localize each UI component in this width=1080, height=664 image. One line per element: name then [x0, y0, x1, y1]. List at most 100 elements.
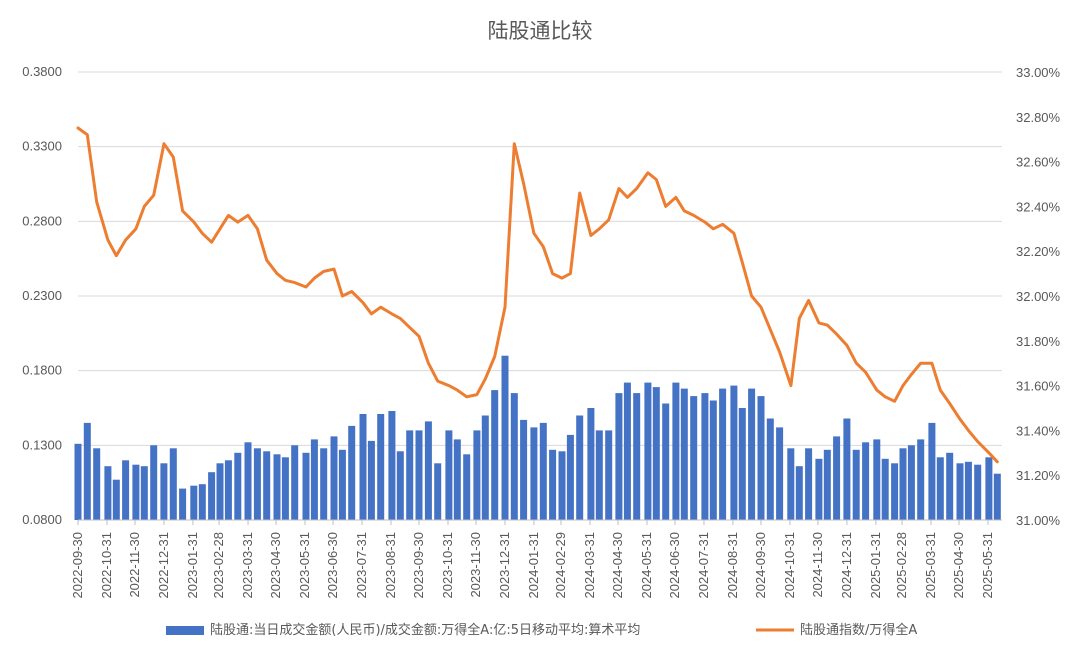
- bar: [406, 430, 414, 520]
- bar: [169, 448, 177, 520]
- bar: [348, 425, 356, 520]
- bar: [530, 427, 538, 520]
- bar: [179, 488, 187, 520]
- bar: [453, 439, 461, 520]
- x-axis-tick-label: 2022-10-31: [99, 532, 114, 599]
- bar: [520, 419, 528, 520]
- x-axis-tick-label: 2023-01-31: [185, 532, 200, 599]
- legend: 陆股通:当日成交金额(人民币)/成交金额:万得全A:亿:5日移动平均:算术平均 陆…: [166, 622, 917, 638]
- x-axis-tick-label: 2024-09-30: [753, 532, 768, 599]
- bar: [748, 388, 756, 520]
- bar: [862, 442, 870, 520]
- bar: [917, 439, 925, 520]
- bar: [122, 460, 130, 520]
- bar: [815, 458, 823, 520]
- bar: [330, 436, 338, 520]
- bar: [198, 484, 206, 520]
- bar: [690, 396, 698, 520]
- right-axis-tick-label: 31.40%: [1016, 423, 1061, 438]
- x-axis-tick-label: 2023-09-30: [411, 532, 426, 599]
- bar: [310, 439, 318, 520]
- left-axis-tick-label: 0.1800: [22, 363, 62, 378]
- bar: [539, 422, 547, 520]
- bar: [445, 430, 453, 520]
- x-axis-tick-label: 2024-08-31: [725, 532, 740, 599]
- bar: [216, 463, 224, 520]
- bar: [338, 449, 346, 520]
- bar: [633, 393, 641, 520]
- bar: [823, 449, 831, 520]
- bar: [757, 396, 765, 520]
- bar: [208, 472, 216, 520]
- x-axis-tick-label: 2022-12-31: [156, 532, 171, 599]
- bar: [291, 445, 299, 520]
- x-axis-tick-label: 2023-06-30: [325, 532, 340, 599]
- bar: [93, 448, 101, 520]
- bar: [730, 385, 738, 520]
- bar: [652, 387, 660, 520]
- bar: [680, 388, 688, 520]
- x-axis-tick-label: 2024-07-31: [696, 532, 711, 599]
- bar: [576, 415, 584, 520]
- x-axis-tick-label: 2024-02-29: [553, 532, 568, 599]
- x-axis-tick-label: 2025-02-28: [894, 532, 909, 599]
- bar: [359, 414, 367, 520]
- x-axis-tick-label: 2023-12-31: [497, 532, 512, 599]
- bar: [302, 452, 310, 520]
- x-axis-tick-label: 2024-11-30: [810, 532, 825, 598]
- bar: [501, 355, 509, 520]
- bar-series: [74, 355, 1001, 520]
- right-axis-tick-label: 32.00%: [1016, 289, 1061, 304]
- x-axis-tick-label: 2025-01-31: [868, 532, 883, 599]
- bar: [623, 382, 631, 520]
- legend-label-bar: 陆股通:当日成交金额(人民币)/成交金额:万得全A:亿:5日移动平均:算术平均: [210, 622, 640, 638]
- bar: [701, 393, 709, 520]
- bar: [273, 454, 281, 520]
- left-axis-tick-label: 0.0800: [22, 512, 62, 527]
- bar: [140, 466, 148, 520]
- bar: [367, 440, 375, 520]
- bar: [160, 463, 168, 520]
- bar: [956, 463, 964, 520]
- bar: [263, 451, 271, 520]
- bar: [234, 452, 242, 520]
- bar: [881, 458, 889, 520]
- bar: [974, 464, 982, 520]
- bar: [719, 388, 727, 520]
- right-axis-tick-label: 32.20%: [1016, 244, 1061, 259]
- bar: [899, 448, 907, 520]
- bar: [415, 430, 423, 520]
- bar: [891, 463, 899, 520]
- bar: [787, 448, 795, 520]
- bar: [320, 448, 328, 520]
- bar: [473, 430, 481, 520]
- bar: [481, 415, 489, 520]
- bar: [281, 457, 289, 520]
- axes: 0.0800 0.1300 0.1800 0.2300 0.2800 0.3300 0.38…: [22, 64, 1060, 599]
- right-axis-tick-label: 31.00%: [1016, 513, 1061, 528]
- bar: [595, 430, 603, 520]
- bar: [104, 466, 112, 520]
- bar: [833, 436, 841, 520]
- bar: [644, 382, 652, 520]
- bar: [244, 442, 252, 520]
- left-axis-tick-label: 0.2800: [22, 213, 62, 228]
- right-axis-tick-label: 32.60%: [1016, 155, 1061, 170]
- left-axis-tick-label: 0.3300: [22, 139, 62, 154]
- bar: [946, 452, 954, 520]
- x-axis-tick-label: 2025-04-30: [951, 532, 966, 599]
- bar: [766, 418, 774, 520]
- left-axis-tick-label: 0.3800: [22, 64, 62, 79]
- right-axis-tick-label: 32.40%: [1016, 199, 1061, 214]
- bar: [672, 382, 680, 520]
- x-axis-tick-label: 2024-03-31: [582, 532, 597, 599]
- bar: [605, 430, 613, 520]
- bar: [566, 434, 574, 520]
- bar: [805, 448, 813, 520]
- left-axis-tick-label: 0.1300: [22, 437, 62, 452]
- legend-swatch-bar: [166, 626, 204, 635]
- bar: [587, 408, 595, 520]
- left-axis-tick-label: 0.2300: [22, 288, 62, 303]
